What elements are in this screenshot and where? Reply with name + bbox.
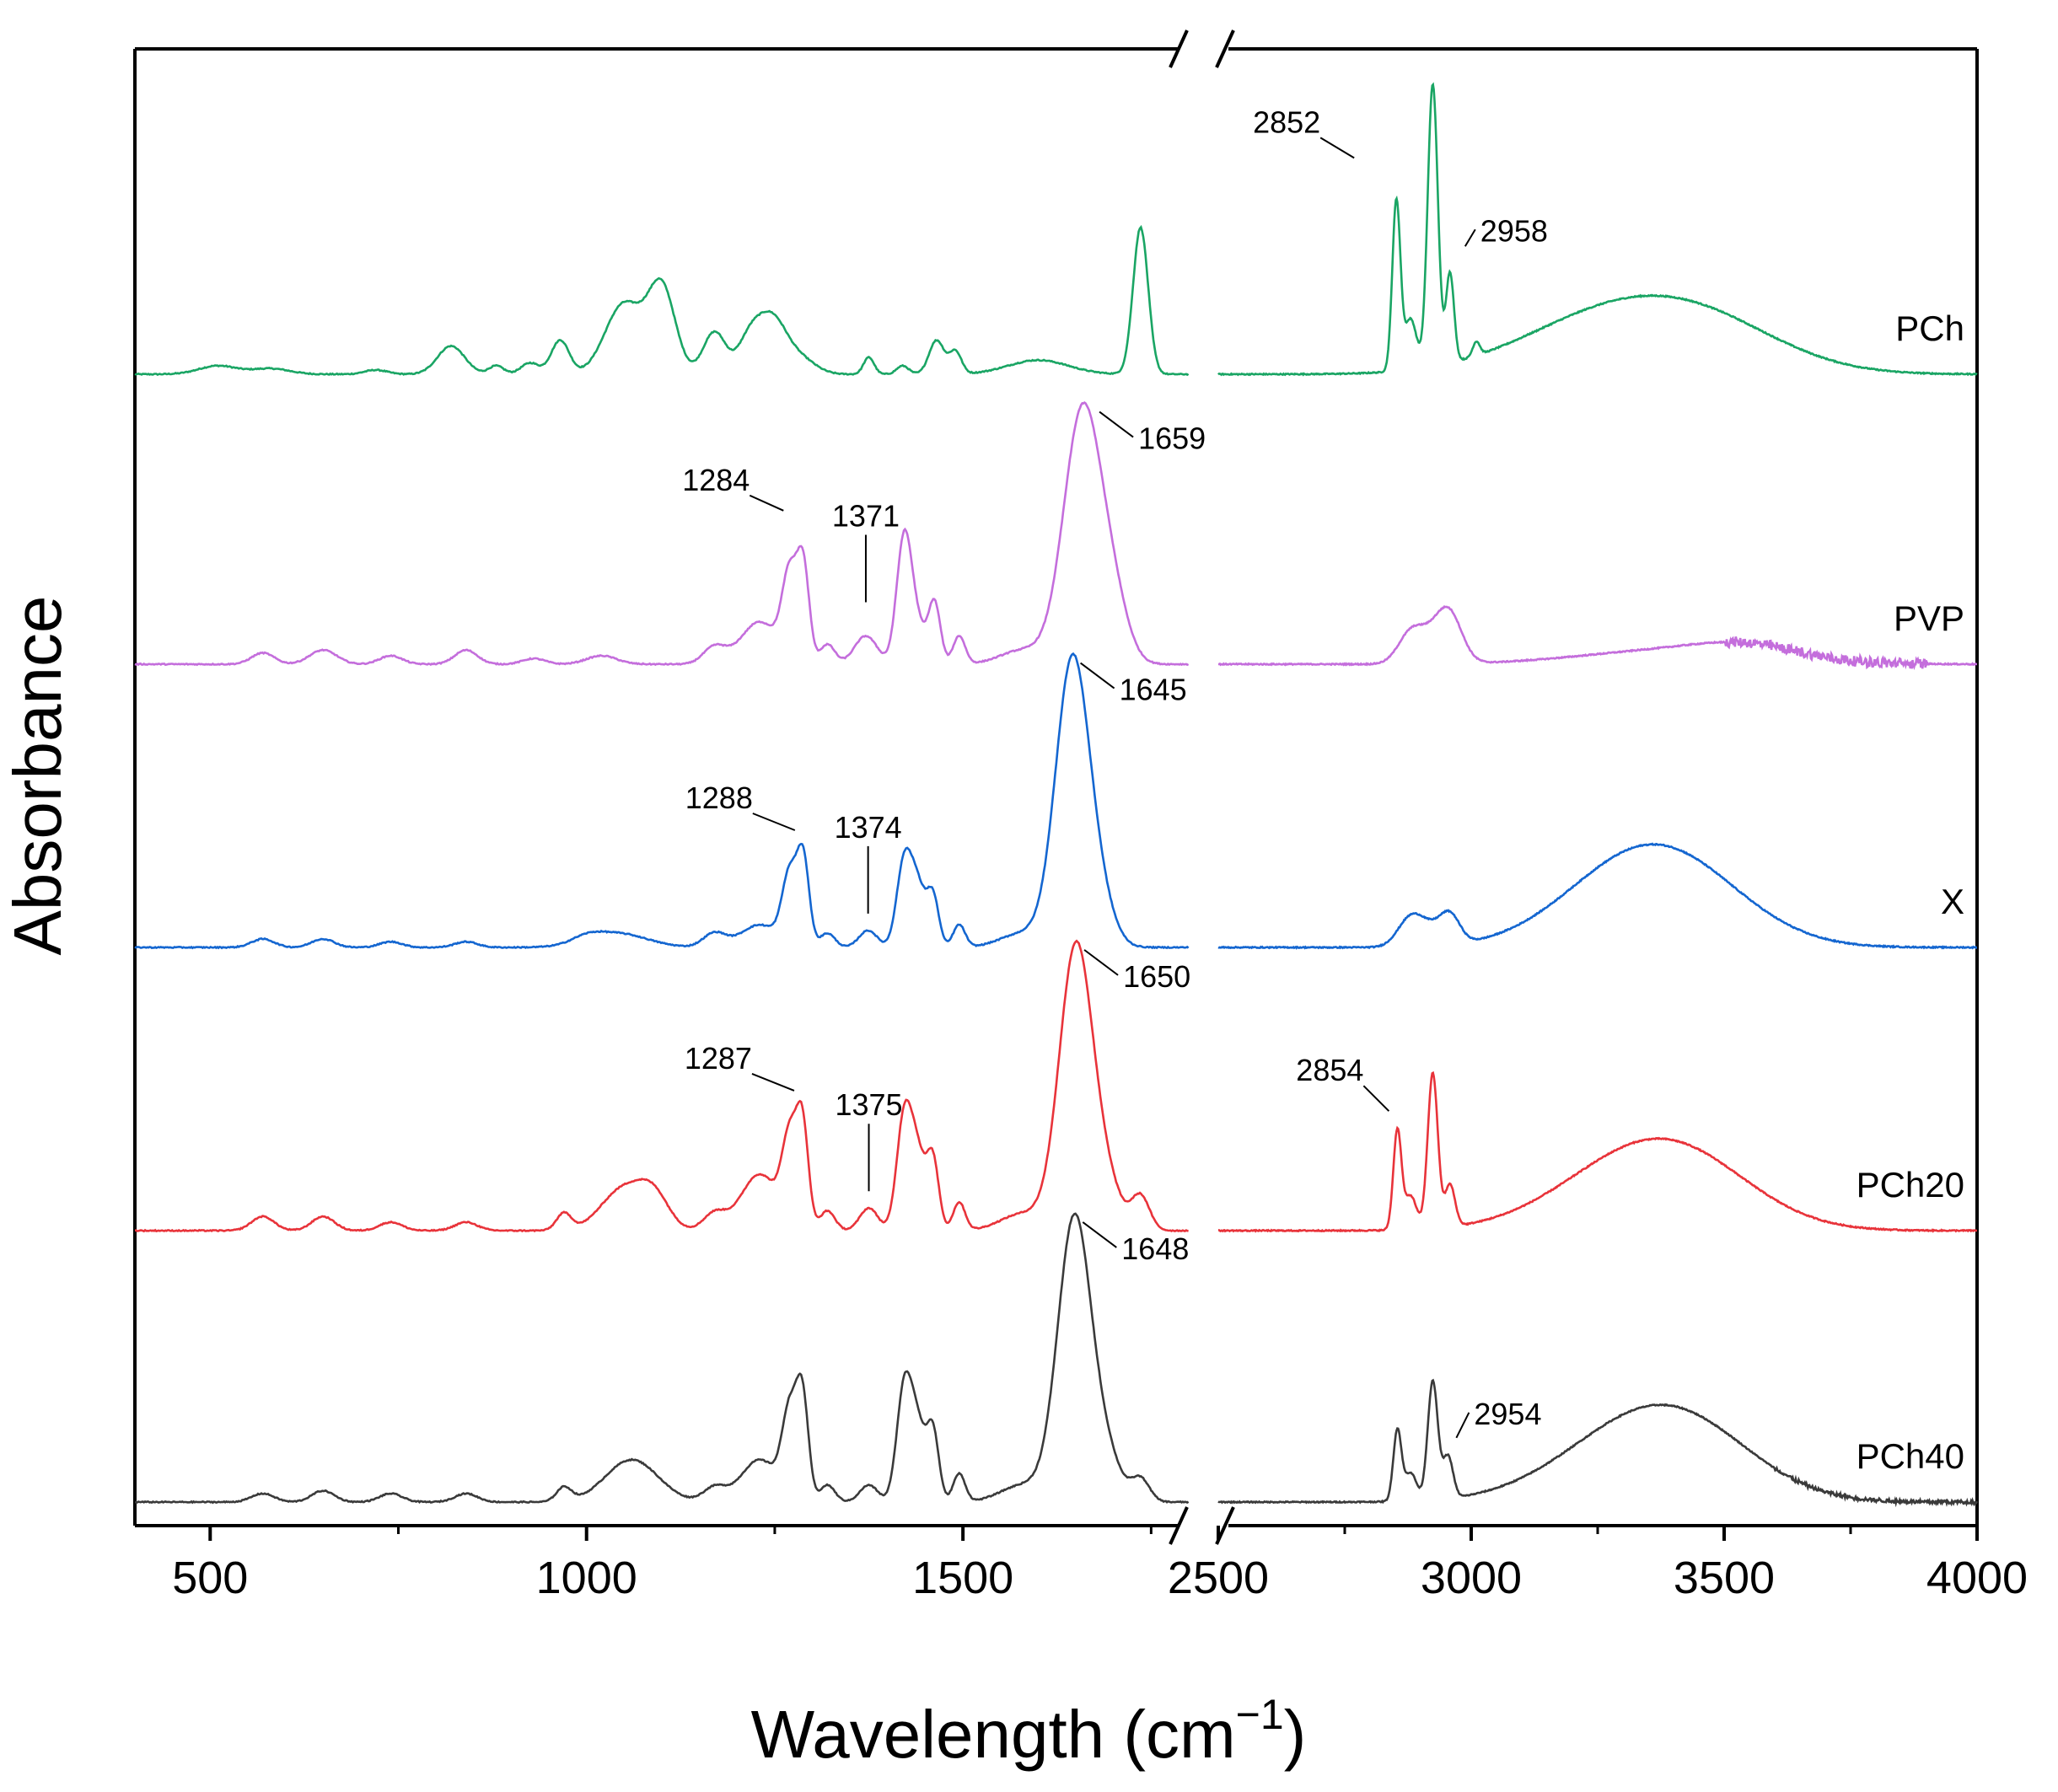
series-label-pch: PCh [1895,309,1964,348]
series-line-pvp [1218,605,1977,670]
peak-label-1645: 1645 [1120,673,1187,707]
peak-label-1288: 1288 [685,781,753,815]
peak-leader-line [751,1073,795,1092]
series-line-x [1217,842,1978,950]
peak-label-1374: 1374 [835,810,902,845]
peak-label-1650: 1650 [1123,959,1190,994]
axis-break-mark [1169,30,1189,68]
peak-leader-line [1464,228,1476,247]
series-line-pch20 [135,939,1189,1233]
series-line-pch [1217,82,1978,377]
peak-leader-line [1362,1085,1390,1112]
peak-leader-line [752,813,796,831]
x-axis-title-main: Wavelength (cm [751,1697,1236,1772]
x-tick-label-4000: 4000 [1926,1553,2028,1603]
peak-leader-line [1455,1412,1470,1439]
x-axis-title-sup: −1 [1236,1691,1284,1738]
series-line-pch [134,224,1190,377]
peak-leader-line [749,494,784,512]
axis-break-mark [1215,30,1235,68]
peak-leader-line [1319,137,1355,159]
peak-leader-line [1083,949,1119,976]
series-layer: PCh PVP X PCh20 PCh40 [134,82,1979,1508]
series-line-pch40 [1217,1378,1979,1508]
series-line-pch40 [134,1212,1190,1505]
x-tick-label-1000: 1000 [536,1553,637,1603]
peak-label-2958: 2958 [1480,213,1548,248]
series-line-pvp [134,400,1190,667]
peak-label-1648: 1648 [1121,1231,1189,1266]
peak-label-1371: 1371 [832,498,900,533]
peak-label-2852: 2852 [1253,105,1320,139]
peak-label-1375: 1375 [835,1087,902,1122]
x-axis: 500 1000 1500 2500 3000 3500 4000 [172,1526,2028,1603]
axis-break-mark [1169,1506,1189,1545]
x-tick-label-1500: 1500 [912,1553,1013,1603]
peak-leader-line [1082,1221,1117,1248]
x-axis-title: Wavelength (cm−1) [751,1691,1307,1772]
annotation-layer: 2852 2958 1659 1284 1371 1645 1288 1374 1650 1287… [682,105,1548,1439]
peak-label-1659: 1659 [1138,421,1206,456]
peak-label-2854: 2854 [1296,1053,1363,1087]
series-label-pch20: PCh20 [1856,1165,1964,1205]
series-label-pch40: PCh40 [1856,1436,1964,1476]
peak-label-1287: 1287 [685,1041,752,1076]
x-axis-title-close: ) [1284,1697,1307,1772]
x-tick-label-500: 500 [172,1553,248,1603]
series-label-pvp: PVP [1894,598,1964,638]
series-label-x: X [1941,882,1964,921]
peak-leader-line [1080,662,1115,689]
peak-label-2954: 2954 [1474,1397,1541,1431]
x-tick-label-3000: 3000 [1421,1553,1522,1603]
y-axis-title: Absorbance [0,596,75,956]
x-tick-label-3500: 3500 [1674,1553,1775,1603]
x-tick-label-2500: 2500 [1168,1553,1269,1603]
series-line-x [134,652,1190,950]
series-line-pch20 [1218,1070,1978,1233]
plot-frame [133,30,1979,1545]
peak-label-1284: 1284 [682,463,750,497]
peak-leader-line [1099,410,1134,438]
